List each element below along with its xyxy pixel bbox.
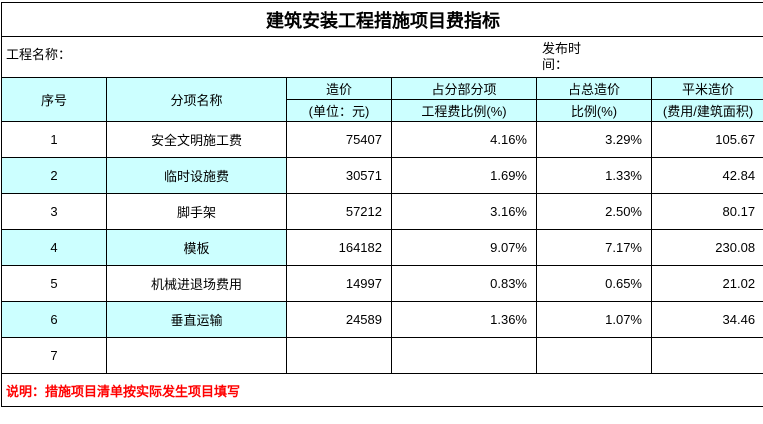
meta-cell: 工程名称： 发布时间： [2, 37, 763, 78]
cell-per-sqm: 230.08 [652, 230, 763, 266]
cell-pct-total: 0.65% [537, 266, 652, 302]
cell-item-name [107, 338, 287, 374]
header-pct-subdivision-line1: 占分部分项 [392, 78, 537, 100]
header-cost-line1: 造价 [287, 78, 392, 100]
project-name-label: 工程名称： [2, 37, 71, 63]
cell-pct-subdivision: 9.07% [392, 230, 537, 266]
header-pct-total-line1: 占总造价 [537, 78, 652, 100]
header-pct-subdivision-line2: 工程费比例(%) [392, 100, 537, 122]
cell-pct-subdivision: 4.16% [392, 122, 537, 158]
header-serial: 序号 [2, 78, 107, 122]
cell-cost: 24589 [287, 302, 392, 338]
cell-cost [287, 338, 392, 374]
publish-time-label: 发布时间： [542, 41, 592, 73]
cell-per-sqm: 80.17 [652, 194, 763, 230]
cell-pct-total: 3.29% [537, 122, 652, 158]
cell-pct-subdivision: 3.16% [392, 194, 537, 230]
cell-per-sqm: 42.84 [652, 158, 763, 194]
title-row: 建筑安装工程措施项目费指标 [2, 3, 763, 37]
header-row-top: 序号 分项名称 造价 占分部分项 占总造价 平米造价 [2, 78, 763, 100]
meta-row: 工程名称： 发布时间： [2, 37, 763, 78]
cell-serial: 7 [2, 338, 107, 374]
cell-serial: 3 [2, 194, 107, 230]
cell-serial: 5 [2, 266, 107, 302]
cell-per-sqm: 105.67 [652, 122, 763, 158]
cell-pct-total: 2.50% [537, 194, 652, 230]
cell-cost: 164182 [287, 230, 392, 266]
cell-cost: 30571 [287, 158, 392, 194]
table-row: 7 [2, 338, 763, 374]
table-row: 6 垂直运输 24589 1.36% 1.07% 34.46 [2, 302, 763, 338]
cell-pct-total [537, 338, 652, 374]
table-row: 3 脚手架 57212 3.16% 2.50% 80.17 [2, 194, 763, 230]
cell-cost: 57212 [287, 194, 392, 230]
cell-item-name: 模板 [107, 230, 287, 266]
cell-item-name: 安全文明施工费 [107, 122, 287, 158]
measure-cost-table: 建筑安装工程措施项目费指标 工程名称： 发布时间： 序号 分项名称 造价 占分部… [1, 2, 763, 407]
cell-per-sqm: 34.46 [652, 302, 763, 338]
table-row: 2 临时设施费 30571 1.69% 1.33% 42.84 [2, 158, 763, 194]
cell-serial: 4 [2, 230, 107, 266]
cell-item-name: 脚手架 [107, 194, 287, 230]
cell-pct-total: 7.17% [537, 230, 652, 266]
page-title: 建筑安装工程措施项目费指标 [2, 3, 763, 37]
cell-per-sqm [652, 338, 763, 374]
note-row: 说明：措施项目清单按实际发生项目填写 [2, 374, 763, 407]
cell-serial: 6 [2, 302, 107, 338]
cell-pct-subdivision [392, 338, 537, 374]
cell-per-sqm: 21.02 [652, 266, 763, 302]
cell-pct-subdivision: 1.69% [392, 158, 537, 194]
cell-item-name: 临时设施费 [107, 158, 287, 194]
header-cost-line2: (单位：元) [287, 100, 392, 122]
header-item-name: 分项名称 [107, 78, 287, 122]
cell-item-name: 垂直运输 [107, 302, 287, 338]
table-row: 5 机械进退场费用 14997 0.83% 0.65% 21.02 [2, 266, 763, 302]
table-row: 1 安全文明施工费 75407 4.16% 3.29% 105.67 [2, 122, 763, 158]
cell-pct-subdivision: 0.83% [392, 266, 537, 302]
cell-pct-total: 1.07% [537, 302, 652, 338]
spreadsheet: 建筑安装工程措施项目费指标 工程名称： 发布时间： 序号 分项名称 造价 占分部… [1, 2, 762, 407]
table-row: 4 模板 164182 9.07% 7.17% 230.08 [2, 230, 763, 266]
cell-pct-total: 1.33% [537, 158, 652, 194]
cell-serial: 1 [2, 122, 107, 158]
cell-item-name: 机械进退场费用 [107, 266, 287, 302]
cell-cost: 75407 [287, 122, 392, 158]
cell-pct-subdivision: 1.36% [392, 302, 537, 338]
header-pct-total-line2: 比例(%) [537, 100, 652, 122]
header-per-sqm-line1: 平米造价 [652, 78, 763, 100]
header-per-sqm-line2: (费用/建筑面积) [652, 100, 763, 122]
note-text: 说明：措施项目清单按实际发生项目填写 [2, 374, 763, 407]
cell-serial: 2 [2, 158, 107, 194]
cell-cost: 14997 [287, 266, 392, 302]
